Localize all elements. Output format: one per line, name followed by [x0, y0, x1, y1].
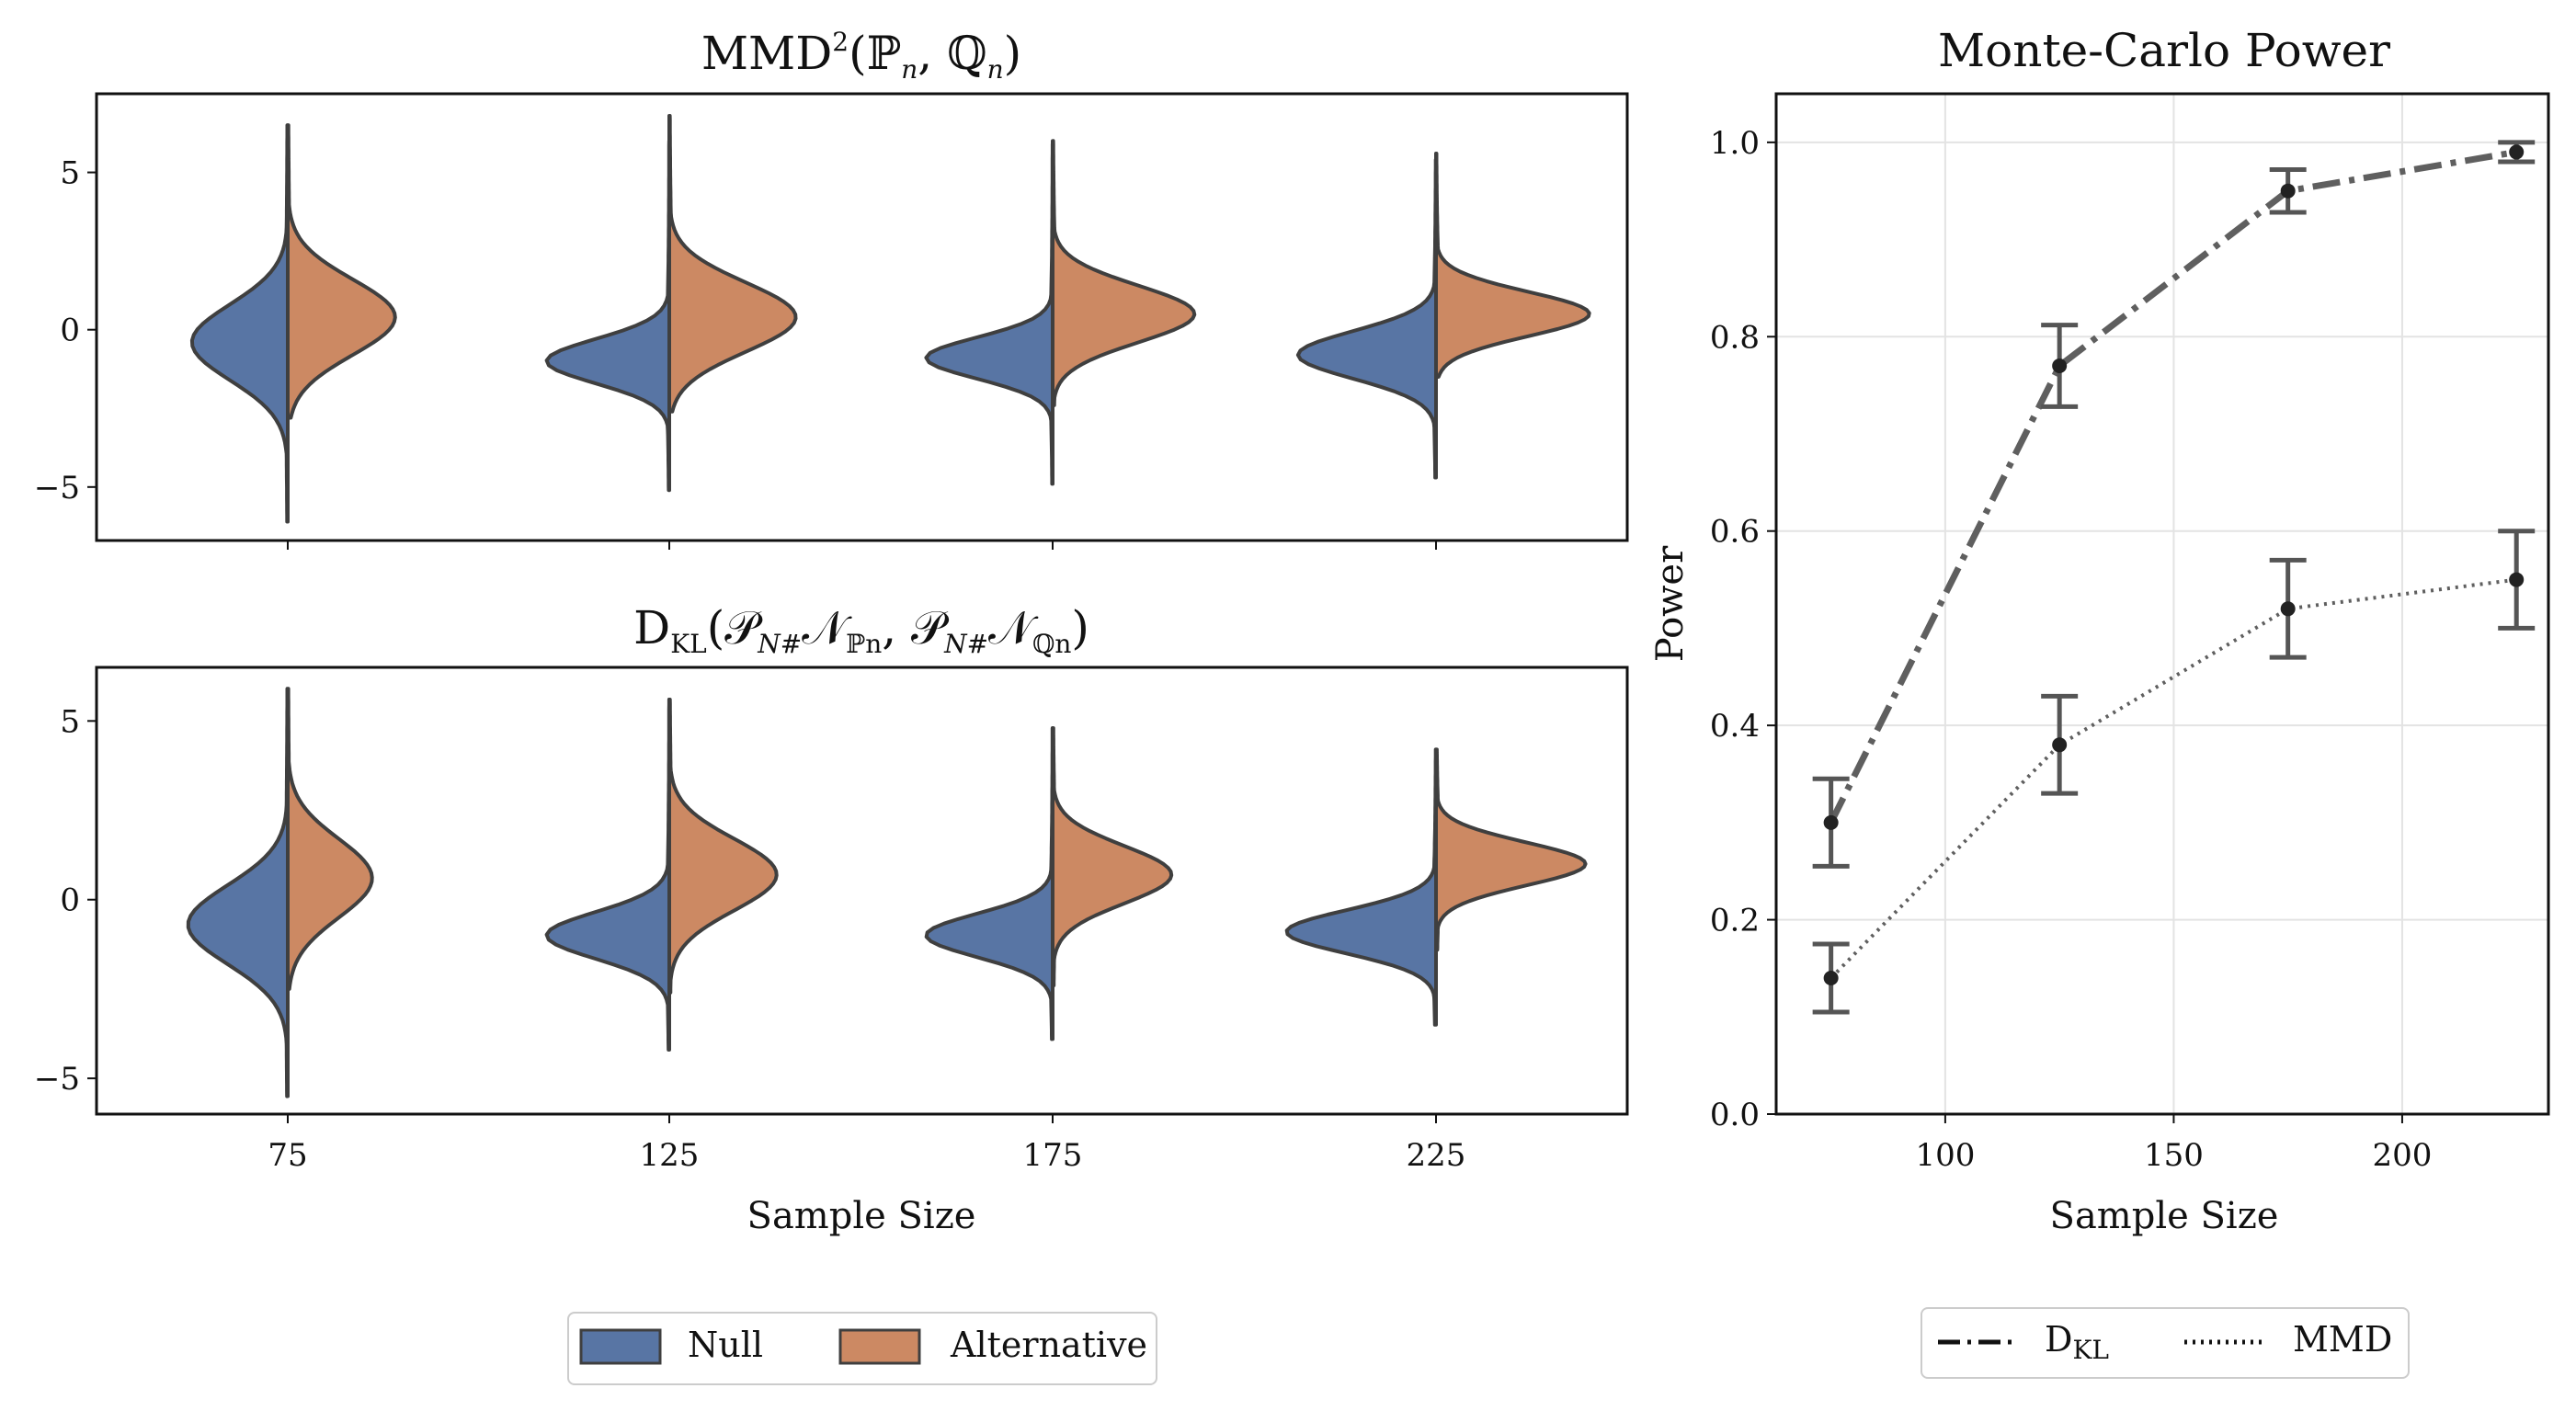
dkl-xtick-label: 225 — [1407, 1137, 1466, 1174]
power-ytick-label: 0.0 — [1710, 1097, 1760, 1133]
power-point-d-kl — [2509, 144, 2525, 160]
mmd-y-axis: −5 0 5 — [34, 155, 97, 506]
violin-legend: Null Alternative — [567, 1312, 1157, 1385]
mmd-violin-alternative-175 — [1051, 139, 1197, 407]
dkl-x-axis: 75 125 175 225 — [268, 1114, 1465, 1174]
legend-null-label: Null — [688, 1325, 763, 1365]
mmd-violin-alternative-225 — [1434, 152, 1591, 380]
mmd-violin-null-225 — [1295, 157, 1438, 480]
mmd-violin-null-125 — [544, 139, 671, 493]
power-y-axis: 0.0 0.2 0.4 0.6 0.8 1.0 — [1710, 125, 1776, 1133]
legend-null-swatch — [579, 1328, 662, 1365]
mmd-ytick-label: 5 — [60, 155, 80, 192]
legend-alternative-swatch — [838, 1328, 921, 1365]
mmd-ytick-label: 0 — [60, 313, 80, 349]
power-x-axis: 100 150 200 — [1915, 1114, 2432, 1174]
power-line-d-kl — [1828, 148, 2517, 825]
mmd-violin-alternative-75 — [286, 123, 397, 420]
mmd-violin-null-75 — [189, 123, 290, 524]
power-ytick-label: 0.2 — [1710, 903, 1760, 939]
power-point-mmd — [2052, 737, 2068, 753]
dkl-violin-null-225 — [1284, 747, 1438, 1027]
power-series — [1812, 140, 2536, 1015]
dkl-ytick-label: 0 — [60, 882, 80, 919]
power-legend-frame — [1921, 1307, 2410, 1379]
legend-dkl-label: DKL — [2045, 1319, 2109, 1365]
power-grid — [1776, 94, 2548, 1115]
power-panel-title: Monte-Carlo Power — [1938, 24, 2390, 77]
dkl-ytick-label: 5 — [60, 703, 80, 740]
mmd-violin-alternative-125 — [667, 113, 798, 414]
dkl-violins — [186, 687, 1588, 1098]
power-xtick-label: 200 — [2372, 1137, 2432, 1174]
dkl-panel-title: DKL(𝒫N#𝒩ℙn, 𝒫N#𝒩ℚn) — [633, 601, 1089, 659]
power-ytick-label: 0.4 — [1710, 708, 1760, 745]
power-point-mmd — [1823, 971, 1839, 985]
power-ytick-label: 1.0 — [1710, 125, 1760, 162]
dkl-xtick-label: 75 — [268, 1137, 307, 1174]
dkl-xtick-label: 125 — [640, 1137, 700, 1174]
mmd-violin-panel: MMD2(ℙn, ℚn) −5 0 5 — [34, 27, 1629, 550]
dkl-violin-alternative-175 — [1051, 726, 1174, 988]
power-y-axis-label: Power — [1649, 545, 1692, 662]
power-xtick-label: 100 — [1915, 1137, 1975, 1174]
mmd-panel-title: MMD2(ℙn, ℚn) — [701, 27, 1021, 85]
mmd-ytick-label: −5 — [34, 470, 80, 506]
legend-alternative-label: Alternative — [950, 1325, 1147, 1365]
mmd-x-ticks — [287, 541, 1437, 550]
power-point-mmd — [2280, 601, 2296, 617]
dkl-violin-alternative-75 — [286, 687, 374, 991]
power-panel-frame — [1774, 92, 2550, 1116]
power-point-mmd — [2509, 572, 2525, 587]
power-ytick-label: 0.8 — [1710, 319, 1760, 356]
power-ytick-label: 0.6 — [1710, 514, 1760, 551]
power-xtick-label: 150 — [2144, 1137, 2204, 1174]
mmd-violins — [189, 113, 1591, 524]
dkl-y-axis: −5 0 5 — [34, 703, 97, 1098]
power-point-d-kl — [1823, 814, 1839, 830]
power-point-d-kl — [2280, 183, 2296, 199]
dkl-xtick-label: 175 — [1023, 1137, 1083, 1174]
dkl-violin-null-75 — [186, 687, 290, 1098]
power-point-d-kl — [2052, 358, 2068, 373]
dkl-ytick-label: −5 — [34, 1061, 80, 1098]
power-legend: DKL MMD — [1921, 1307, 2410, 1379]
dkl-violin-null-125 — [544, 697, 671, 1053]
dkl-violin-panel: DKL(𝒫N#𝒩ℙn, 𝒫N#𝒩ℚn) −5 0 5 75 125 175 225 Sam… — [34, 601, 1629, 1237]
dkl-violin-alternative-225 — [1434, 747, 1588, 952]
violin-x-axis-label: Sample Size — [747, 1195, 976, 1237]
legend-mmd-label: MMD — [2293, 1319, 2392, 1360]
power-x-axis-label: Sample Size — [2050, 1195, 2279, 1237]
dkl-violin-alternative-125 — [667, 697, 779, 995]
mmd-panel-frame — [95, 92, 1629, 542]
power-panel: Monte-Carlo Power 0.0 0.2 0.4 0.6 0.8 1.0 100… — [1649, 24, 2550, 1237]
dkl-panel-frame — [95, 666, 1629, 1116]
mmd-violin-null-175 — [924, 142, 1054, 486]
dkl-violin-null-175 — [924, 726, 1054, 1041]
